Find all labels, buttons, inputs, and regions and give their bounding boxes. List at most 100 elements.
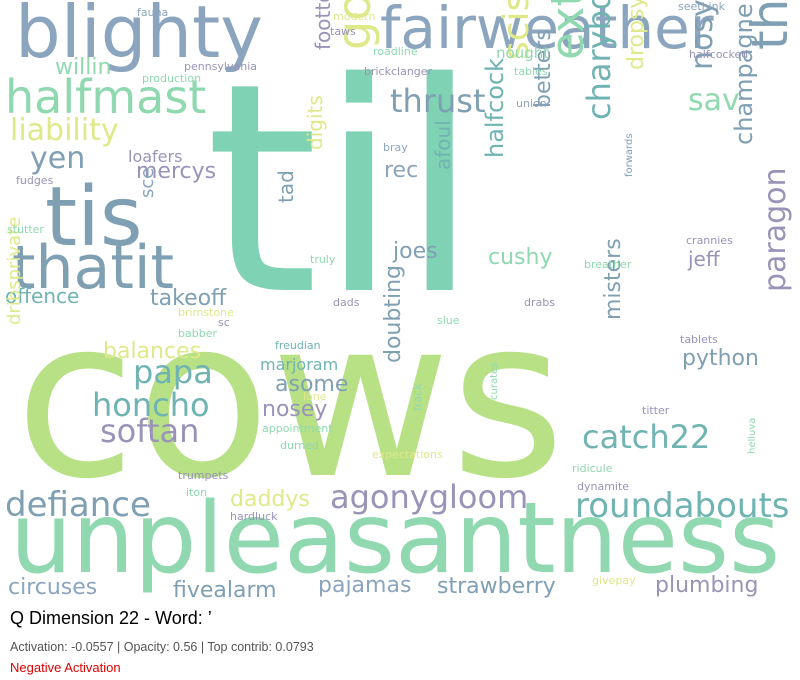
cloud-word: freudian xyxy=(275,339,321,352)
cloud-word: dads xyxy=(333,296,360,309)
cloud-word: willin xyxy=(55,55,111,80)
cloud-word: yen xyxy=(30,141,85,176)
cloud-word: cushy xyxy=(488,245,552,270)
cloud-word: offence xyxy=(5,284,79,308)
cloud-word: truly xyxy=(310,253,336,266)
cloud-word: strawberry xyxy=(437,574,556,599)
cloud-word: bray xyxy=(383,141,408,154)
cloud-word: loafers xyxy=(128,147,182,166)
cloud-word: marjoram xyxy=(260,355,338,374)
cloud-word: givepay xyxy=(592,574,636,587)
activation-status: Negative Activation xyxy=(10,660,121,675)
cloud-word: dribsprivate xyxy=(4,217,25,325)
cloud-word: nosey xyxy=(262,397,327,422)
cloud-word: takeoff xyxy=(150,286,227,311)
cloud-word: frack xyxy=(411,383,424,411)
cloud-word: fairweather xyxy=(380,0,714,62)
cloud-word: liability xyxy=(10,113,119,148)
cloud-word: brimstone xyxy=(178,306,234,319)
cloud-word: seethink xyxy=(678,0,726,13)
cloud-word: nought xyxy=(496,44,549,62)
cloud-word: expectations xyxy=(372,448,443,461)
caption-stats: Activation: -0.0557 | Opacity: 0.56 | To… xyxy=(10,640,314,654)
cloud-word: babber xyxy=(178,327,217,340)
cloud-word: blighty xyxy=(15,0,263,74)
cloud-word: til xyxy=(205,22,480,359)
cloud-word: afoul xyxy=(431,120,455,170)
cloud-word: honcho xyxy=(92,386,210,424)
cloud-word: halfcock xyxy=(481,58,509,158)
cloud-word: breather xyxy=(584,258,632,271)
cloud-word: tad xyxy=(274,170,298,203)
cloud-word: joes xyxy=(392,239,438,264)
cloud-word: champagne xyxy=(730,3,758,145)
cloud-word: tis xyxy=(45,170,143,265)
cloud-word: helluva xyxy=(747,418,758,454)
cloud-word: foottoe xyxy=(311,0,335,50)
cloud-word: slue xyxy=(437,314,460,327)
cloud-word: roadline xyxy=(373,45,418,58)
cloud-word: union xyxy=(516,97,547,110)
cloud-word: dynamite xyxy=(577,480,629,493)
cloud-word: cows xyxy=(15,271,565,527)
cloud-word: extreme xyxy=(541,0,594,60)
cloud-word: scissors xyxy=(496,0,537,60)
cloud-word: fivealarm xyxy=(173,578,277,600)
cloud-word: tables xyxy=(514,65,548,78)
cloud-word: mercys xyxy=(136,159,216,184)
cloud-word: fauna xyxy=(137,6,168,19)
cloud-word: dropsy xyxy=(624,0,649,70)
cloud-word: roundabouts xyxy=(575,486,790,526)
cloud-word: pennsylvania xyxy=(184,60,257,73)
cloud-word: hardluck xyxy=(230,510,278,523)
cloud-word: halfcocked xyxy=(689,48,748,61)
cloud-word: rec xyxy=(384,158,418,183)
cloud-word: balances xyxy=(103,339,201,364)
cloud-word: catch22 xyxy=(582,418,710,456)
cloud-word: nosy xyxy=(685,0,720,70)
cloud-word: modern xyxy=(333,10,376,23)
cloud-word: digits xyxy=(303,95,327,150)
cloud-word: charybdis xyxy=(580,0,618,120)
cloud-word: taws xyxy=(330,25,356,38)
cloud-word: tablets xyxy=(680,333,718,346)
cloud-word: sc xyxy=(218,316,230,329)
cloud-word: defiance xyxy=(5,485,151,525)
cloud-word: appointment xyxy=(262,422,333,435)
cloud-word: agonygloom xyxy=(330,478,528,516)
cloud-word: crannies xyxy=(686,234,733,247)
cloud-word: misters xyxy=(601,238,626,320)
cloud-word: titter xyxy=(642,404,670,417)
cloud-word: pajamas xyxy=(318,573,411,598)
cloud-word: python xyxy=(682,346,759,371)
cloud-word: production xyxy=(142,72,201,85)
cloud-word: fudges xyxy=(16,174,54,187)
cloud-word: betters xyxy=(531,29,556,108)
word-cloud: til cows unpleasantness tis blighty fairweath… xyxy=(4,0,799,600)
cloud-word: unpleasantness xyxy=(10,482,780,596)
cloud-word: thatit xyxy=(12,233,174,303)
cloud-word: plumbing xyxy=(655,573,758,598)
cloud-word: durned xyxy=(280,439,319,452)
cloud-word: curates xyxy=(489,363,500,400)
cloud-word: sce xyxy=(137,168,158,198)
cloud-word: iton xyxy=(186,486,207,499)
cloud-word: trumpets xyxy=(178,469,229,482)
cloud-word: asome xyxy=(275,372,348,397)
caption-title: Q Dimension 22 - Word: ’ xyxy=(10,608,212,628)
cloud-word: forwards xyxy=(624,133,635,177)
cloud-word: lone xyxy=(303,390,327,403)
cloud-word: stutter xyxy=(7,223,44,236)
cloud-word: thickens xyxy=(741,0,799,50)
cloud-word: daddys xyxy=(230,487,310,512)
cloud-word: goliath xyxy=(327,0,381,50)
cloud-word: sav xyxy=(688,83,740,118)
cloud-word: ridicule xyxy=(572,462,613,475)
cloud-word: softan xyxy=(100,412,199,450)
cloud-word: circuses xyxy=(8,575,97,600)
cloud-word: paragon xyxy=(758,167,793,292)
cloud-word: thrust xyxy=(390,82,485,120)
cloud-word: jeff xyxy=(687,247,721,271)
